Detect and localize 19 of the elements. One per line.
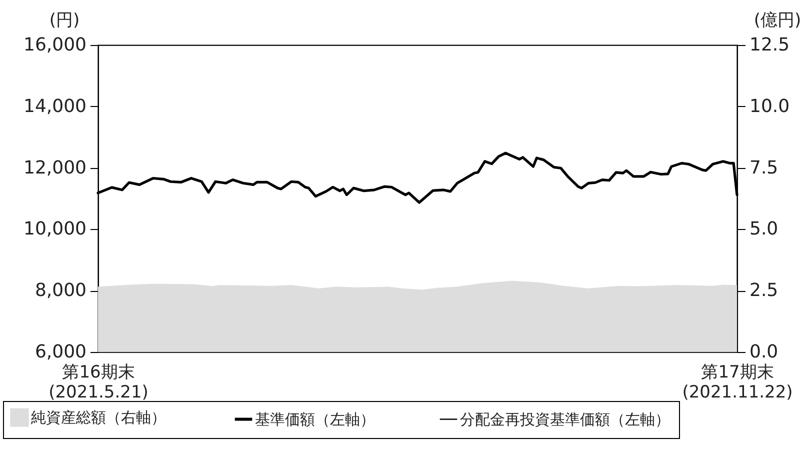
- y2-tick-label: 0.0: [750, 342, 778, 362]
- y-tick-label: 6,000: [34, 342, 86, 362]
- y2-tick-label: 5.0: [750, 218, 778, 240]
- x-tick-label: 第17期末 (2021.11.22): [682, 362, 793, 402]
- y-axis-title: (円): [49, 10, 80, 30]
- y2-axis-title: (億円): [754, 10, 802, 30]
- y2-tick-label: 12.5: [750, 34, 790, 56]
- legend-label: 純資産総額（右軸）: [31, 408, 166, 427]
- x-tick-label: 第16期末 (2021.5.21): [48, 362, 148, 402]
- y-tick-label: 14,000: [24, 96, 86, 117]
- y-tick-label: 8,000: [34, 280, 86, 302]
- y2-tick-label: 10.0: [750, 96, 790, 117]
- y2-tick-label: 7.5: [750, 157, 778, 178]
- y2-tick-label: 2.5: [750, 280, 778, 302]
- legend-label: 基準価額（左軸）: [255, 410, 375, 428]
- y-tick-label: 16,000: [24, 34, 86, 56]
- legend-label: 分配金再投資基準価額（左軸）: [460, 410, 670, 428]
- y-tick-label: 10,000: [24, 218, 86, 240]
- y-tick-label: 12,000: [24, 157, 86, 178]
